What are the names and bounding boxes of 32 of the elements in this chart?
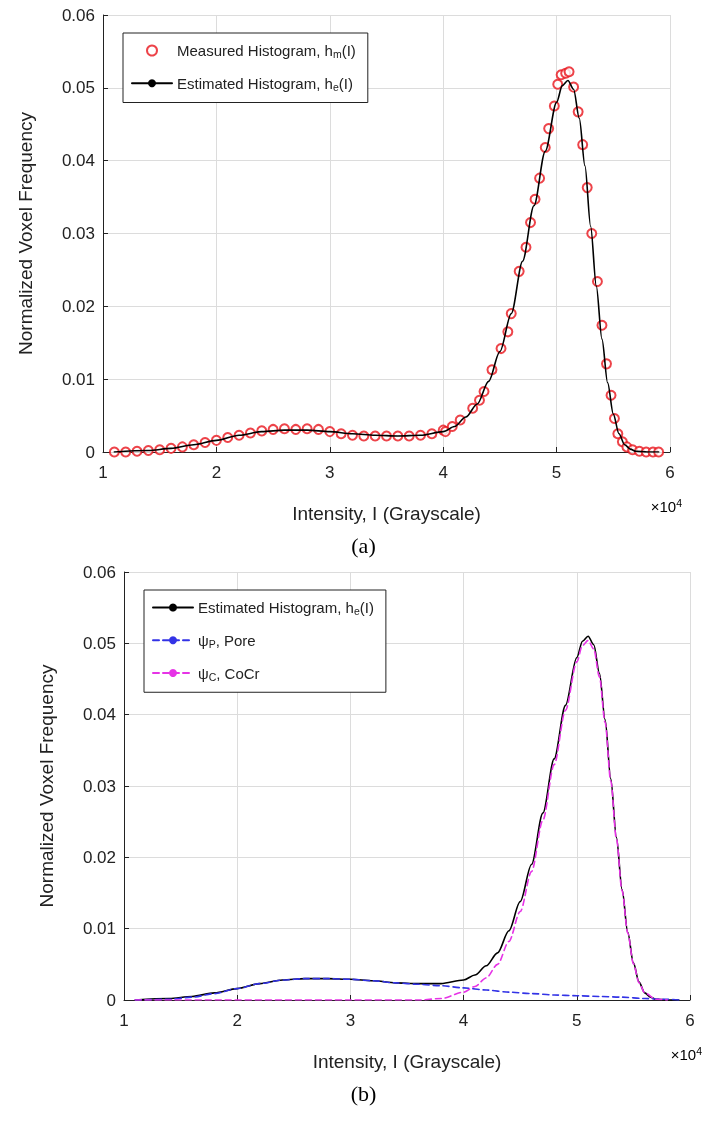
y-tick-label: 0.02 — [61, 296, 95, 316]
x-tick-label: 5 — [551, 463, 562, 482]
x-tick-label: 5 — [572, 1011, 582, 1030]
x-tick-label: 3 — [325, 463, 335, 482]
y-tick-label: 0.02 — [82, 847, 116, 867]
x-tick-label: 1 — [119, 1011, 129, 1030]
x-tick-label: 4 — [438, 463, 448, 482]
x-tick-label: 1 — [98, 463, 108, 482]
x-tick-label: 6 — [665, 463, 675, 482]
text: (b) — [350, 1080, 377, 1106]
y-tick-label: 0.05 — [61, 78, 95, 98]
y-axis-title: Normalized Voxel Frequency — [15, 111, 36, 355]
x-tick-label: 2 — [232, 1011, 242, 1030]
y-tick-label: 0 — [85, 442, 95, 462]
x-tick-label: 3 — [345, 1011, 356, 1030]
y-tick-label: 0.06 — [61, 5, 95, 25]
y-tick-label: 0.03 — [82, 776, 116, 796]
text: (a) — [351, 532, 376, 558]
y-axis-title: Normalized Voxel Frequency — [36, 664, 57, 908]
x-tick-label: 2 — [211, 463, 222, 482]
y-tick-label: 0.04 — [82, 705, 116, 725]
x-tick-label: 6 — [685, 1011, 695, 1030]
y-tick-label: 0.04 — [61, 151, 95, 171]
y-tick-label: 0.06 — [82, 562, 116, 582]
x-tick-label: 4 — [458, 1011, 469, 1030]
y-tick-label: 0.01 — [82, 919, 116, 939]
y-tick-label: 0.05 — [82, 633, 116, 653]
x-axis-title: Intensity, I (Grayscale) — [292, 503, 481, 524]
y-tick-label: 0 — [106, 990, 116, 1010]
y-tick-label: 0.03 — [61, 224, 95, 243]
y-tick-label: 0.01 — [61, 369, 95, 389]
x-axis-title: Intensity, I (Grayscale) — [312, 1051, 502, 1072]
